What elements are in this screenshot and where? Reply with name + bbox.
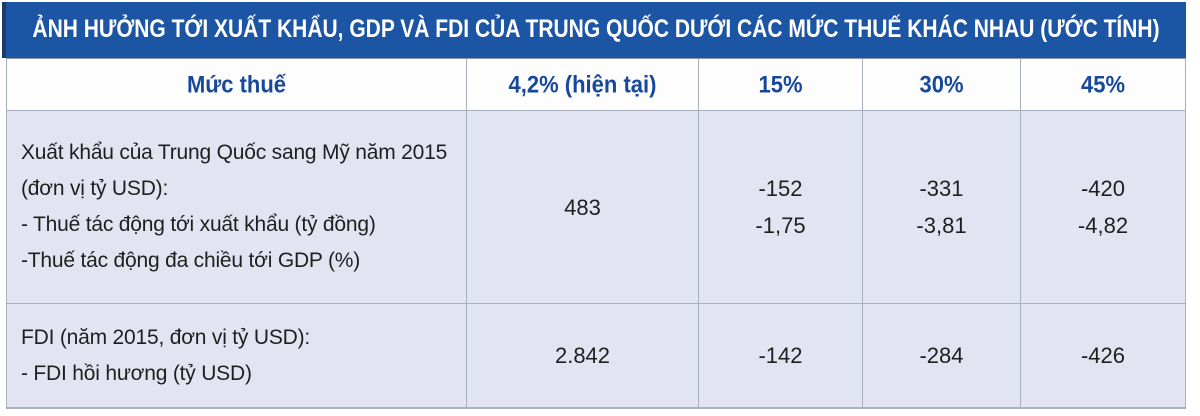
- label-line: FDI (năm 2015, đơn vị tỷ USD):: [21, 325, 311, 349]
- value-line: -4,82: [1077, 213, 1129, 238]
- value-line: -3,81: [916, 213, 967, 238]
- value-line: 2.842: [554, 343, 611, 368]
- header-label: Mức thuế: [186, 70, 287, 98]
- value-line: -331: [919, 176, 964, 201]
- data-table: Mức thuế 4,2% (hiện tại) 15% 30% 45% Xuấ…: [6, 58, 1186, 409]
- header-cell-current-rate: 4,2% (hiện tại): [467, 59, 699, 111]
- value-cell-exports-current: 483: [467, 111, 699, 304]
- value-cell-fdi-45pct: -426: [1021, 304, 1185, 408]
- header-cell-45pct: 45%: [1021, 59, 1185, 111]
- table-title: ẢNH HƯỞNG TỚI XUẤT KHẨU, GDP VÀ FDI CỦA …: [32, 15, 1160, 43]
- header-cell-30pct: 30%: [863, 59, 1021, 111]
- row-label-exports: Xuất khẩu của Trung Quốc sang Mỹ năm 201…: [7, 111, 467, 304]
- header-label: 4,2% (hiện tại): [508, 70, 657, 98]
- value-cell-exports-30pct: -331 -3,81: [863, 111, 1021, 304]
- header-label: 15%: [758, 70, 803, 98]
- value-line: -426: [1080, 343, 1126, 368]
- title-band: ẢNH HƯỞNG TỚI XUẤT KHẨU, GDP VÀ FDI CỦA …: [6, 2, 1186, 58]
- value-cell-exports-15pct: -152 -1,75: [699, 111, 863, 304]
- value-line: -152: [758, 176, 803, 201]
- label-line: - Thuế tác động tới xuất khẩu (tỷ đồng): [21, 213, 376, 236]
- value-line: -284: [919, 343, 964, 368]
- value-cell-fdi-15pct: -142: [699, 304, 863, 408]
- label-line: - FDI hồi hương (tỷ USD): [21, 361, 252, 385]
- value-line: -1,75: [755, 213, 806, 238]
- table-wrapper: ẢNH HƯỞNG TỚI XUẤT KHẨU, GDP VÀ FDI CỦA …: [6, 2, 1186, 409]
- row-label-fdi: FDI (năm 2015, đơn vị tỷ USD): - FDI hồi…: [7, 304, 467, 408]
- header-label: 45%: [1080, 70, 1126, 98]
- value-cell-fdi-current: 2.842: [467, 304, 699, 408]
- label-line: -Thuế tác động đa chiều tới GDP (%): [21, 249, 361, 272]
- header-cell-tax-rate: Mức thuế: [7, 59, 467, 111]
- header-cell-15pct: 15%: [699, 59, 863, 111]
- header-label: 30%: [919, 70, 964, 98]
- label-line: (đơn vị tỷ USD):: [21, 177, 169, 200]
- value-line: -420: [1080, 176, 1126, 201]
- label-line: Xuất khẩu của Trung Quốc sang Mỹ năm 201…: [21, 141, 448, 164]
- value-cell-exports-45pct: -420 -4,82: [1021, 111, 1185, 304]
- value-cell-fdi-30pct: -284: [863, 304, 1021, 408]
- value-line: -142: [758, 343, 803, 368]
- value-line: 483: [564, 194, 601, 220]
